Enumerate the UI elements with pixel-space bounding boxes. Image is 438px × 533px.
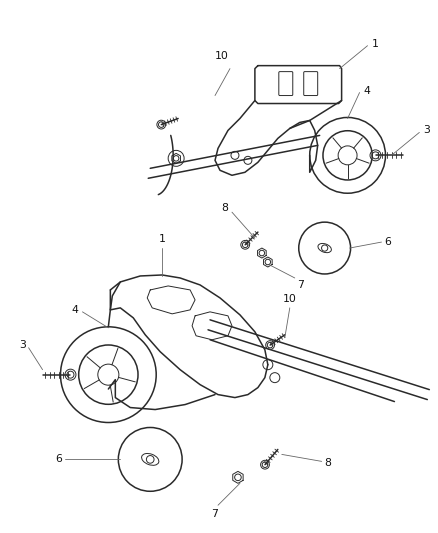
Text: 6: 6 (384, 237, 390, 247)
Text: 8: 8 (221, 203, 227, 213)
Text: 1: 1 (371, 39, 378, 49)
Text: 3: 3 (422, 125, 429, 135)
Text: 10: 10 (282, 294, 296, 304)
Text: 1: 1 (159, 234, 165, 244)
Text: 4: 4 (363, 86, 370, 95)
Text: 6: 6 (56, 455, 62, 464)
Text: 3: 3 (19, 340, 25, 350)
Text: 7: 7 (296, 280, 303, 290)
Text: 10: 10 (215, 51, 228, 61)
Text: 8: 8 (324, 458, 331, 469)
Text: 4: 4 (71, 305, 78, 315)
Text: 7: 7 (211, 509, 218, 519)
